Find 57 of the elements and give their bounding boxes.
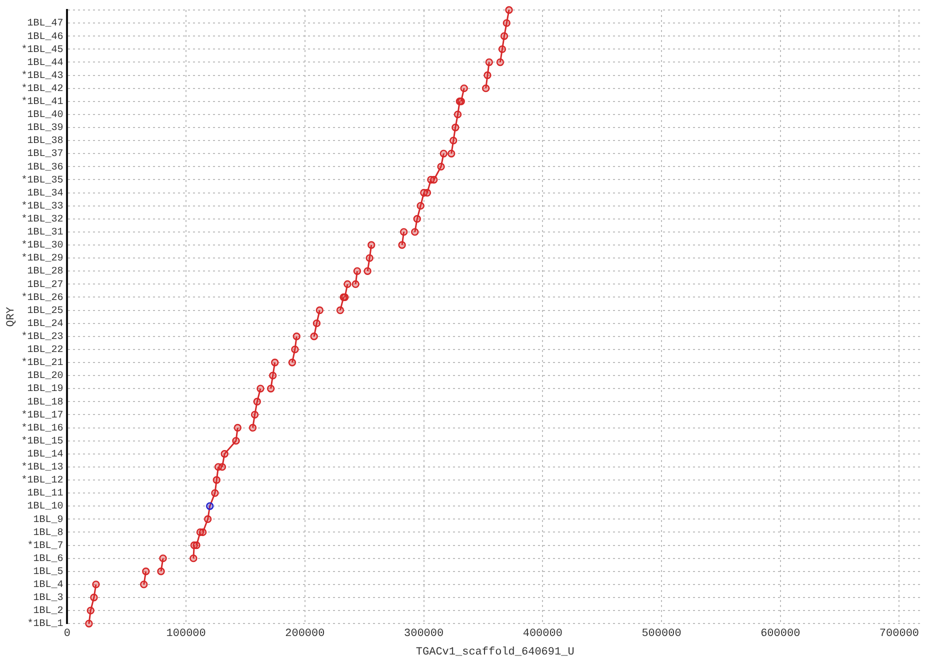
y-tick-label: 1BL_24 (27, 318, 64, 330)
y-tick-label: 1BL_20 (27, 371, 64, 382)
y-tick-label: 1BL_46 (27, 32, 64, 43)
y-tick-label: 1BL_25 (27, 306, 64, 317)
x-tick-label: 200000 (285, 628, 325, 640)
y-tick-label: *1BL_42 (21, 82, 64, 95)
y-axis-title: QRY (6, 306, 18, 327)
y-tick-label: 1BL_36 (27, 162, 64, 174)
y-tick-label: *1BL_30 (21, 240, 64, 252)
y-tick-label: 1BL_5 (33, 567, 64, 578)
y-tick-label: *1BL_1 (27, 618, 64, 630)
y-tick-label: *1BL_41 (21, 96, 64, 108)
y-tick-label: *1BL_13 (21, 462, 64, 474)
y-tick-label: 1BL_6 (33, 554, 64, 565)
x-tick-label: 300000 (404, 628, 444, 640)
y-tick-label: 1BL_47 (27, 18, 64, 30)
y-tick-label: 1BL_22 (27, 345, 64, 356)
y-tick-label: 1BL_19 (27, 384, 64, 396)
y-tick-label: 1BL_8 (33, 528, 64, 539)
y-tick-label: *1BL_15 (21, 435, 64, 448)
y-tick-label: *1BL_16 (21, 422, 64, 434)
y-tick-label: *1BL_43 (21, 70, 64, 82)
y-tick-label: *1BL_26 (21, 292, 64, 304)
y-tick-label: *1BL_17 (21, 409, 64, 422)
y-tick-label: *1BL_12 (21, 474, 64, 487)
y-tick-label: 1BL_3 (33, 593, 64, 604)
x-axis-title: TGACv1_scaffold_640691_U (416, 646, 574, 658)
y-tick-label: 1BL_11 (27, 488, 64, 500)
x-tick-label: 400000 (522, 628, 562, 640)
y-tick-label: 1BL_40 (27, 110, 64, 122)
y-tick-label: 1BL_27 (27, 280, 64, 291)
y-tick-label: *1BL_32 (21, 214, 64, 226)
y-tick-label: 1BL_2 (33, 606, 64, 618)
y-tick-label: 1BL_9 (33, 514, 64, 526)
y-tick-label: 1BL_28 (27, 266, 64, 278)
x-tick-label: 700000 (879, 628, 920, 640)
y-tick-label: 1BL_31 (27, 228, 64, 239)
y-tick-label: 1BL_38 (27, 136, 64, 148)
y-tick-label: *1BL_35 (21, 174, 64, 186)
y-tick-label: 1BL_39 (27, 123, 64, 134)
y-tick-label: 1BL_4 (33, 580, 64, 592)
y-tick-label: *1BL_21 (21, 357, 64, 370)
x-tick-label: 600000 (760, 628, 800, 640)
y-tick-label: *1BL_45 (21, 44, 64, 56)
y-tick-label: 1BL_44 (27, 58, 64, 69)
y-tick-label: *1BL_29 (21, 252, 64, 265)
y-tick-label: 1BL_14 (27, 450, 64, 461)
x-tick-label: 100000 (166, 628, 206, 640)
x-tick-label: 0 (64, 628, 71, 640)
y-tick-label: 1BL_10 (27, 502, 64, 513)
y-tick-label: *1BL_33 (21, 200, 64, 212)
y-tick-label: *1BL_23 (21, 331, 64, 344)
y-tick-label: 1BL_34 (27, 188, 64, 200)
y-tick-label: 1BL_37 (27, 149, 64, 160)
y-tick-label: *1BL_7 (27, 540, 64, 552)
y-tick-label: 1BL_18 (27, 397, 64, 408)
x-tick-label: 500000 (642, 628, 682, 640)
